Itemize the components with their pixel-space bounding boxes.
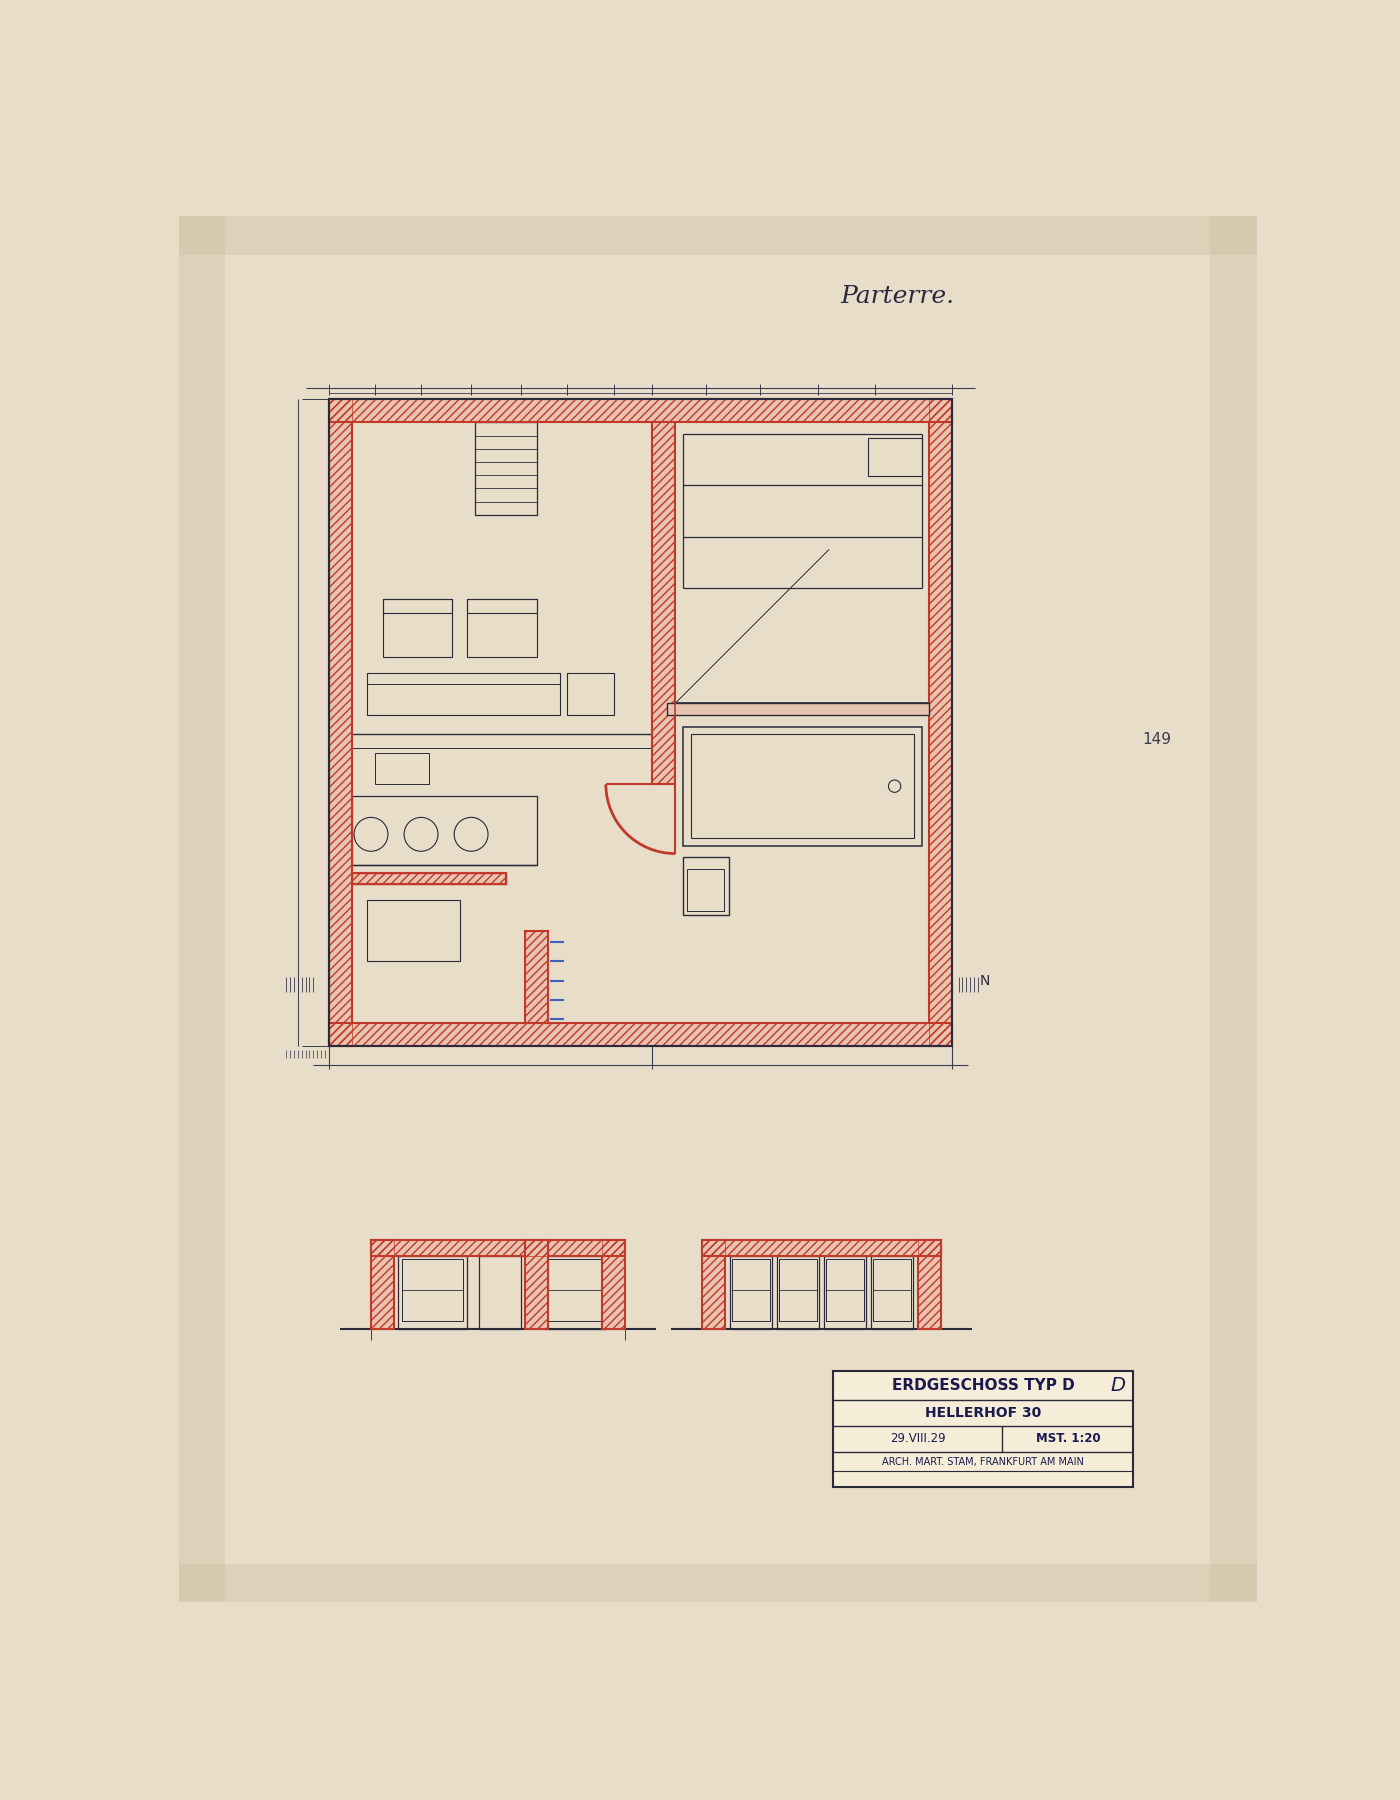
Bar [918,1240,941,1328]
Bar [468,599,536,657]
Bar [371,1240,395,1328]
Bar [329,1022,952,1046]
Bar [652,423,675,785]
Bar [525,931,549,1022]
Bar [525,1240,549,1328]
Text: Parterre.: Parterre. [840,286,955,308]
Bar [918,1240,941,1328]
Text: N: N [980,974,990,988]
Bar [777,1256,819,1328]
Bar [179,1564,1257,1602]
Bar [371,1240,395,1328]
Bar [729,1256,773,1328]
Bar [668,704,930,715]
Text: ARCH. MART. STAM, FRANKFURT AM MAIN: ARCH. MART. STAM, FRANKFURT AM MAIN [882,1456,1084,1467]
Text: HELLERHOF 30: HELLERHOF 30 [925,1406,1042,1420]
Bar [367,673,560,684]
Bar [545,1256,606,1328]
Bar [179,216,224,1602]
Text: D: D [1110,1377,1126,1395]
Bar [367,900,459,961]
Bar [479,1256,521,1328]
Bar [371,1240,624,1256]
Bar [329,400,351,1046]
Bar [475,423,536,515]
Bar [567,673,613,715]
Bar [602,1240,624,1328]
Bar [690,734,914,839]
Bar [402,1260,463,1321]
Bar [179,216,1257,254]
Bar [602,1240,624,1328]
Text: MST. 1:20: MST. 1:20 [1036,1433,1100,1445]
Bar [329,400,952,1046]
Bar [371,1240,624,1256]
Bar [468,599,536,614]
Bar [703,1240,725,1328]
Bar [778,1260,816,1321]
Bar [351,873,505,884]
Bar [652,423,675,785]
Bar [375,754,428,785]
Bar [687,869,724,911]
Bar [874,1260,911,1321]
Bar [351,796,536,866]
Bar [703,1240,941,1256]
Bar [868,437,921,477]
Bar [329,400,952,423]
Bar [351,873,505,884]
Text: 149: 149 [1142,733,1170,747]
Bar [930,400,952,1046]
Bar [549,1260,602,1321]
Bar [329,400,351,1046]
Text: 29.VIII.29: 29.VIII.29 [890,1433,945,1445]
Bar [329,400,952,423]
Bar [683,727,921,846]
Bar [871,1256,913,1328]
Bar [525,1240,549,1328]
Bar [826,1260,864,1321]
Bar [382,599,452,614]
Bar [930,400,952,1046]
Bar [329,1022,952,1046]
Bar [1210,216,1257,1602]
Bar [398,1256,468,1328]
Bar [732,1260,770,1321]
Bar [703,1240,725,1328]
Text: ERDGESCHOSS TYP D: ERDGESCHOSS TYP D [892,1379,1075,1393]
Bar [652,423,675,785]
Bar [351,873,505,884]
Bar [382,599,452,657]
Bar [683,857,729,914]
Bar [525,931,549,1022]
Bar [833,1372,1134,1487]
Bar [367,673,560,715]
Bar [823,1256,867,1328]
Bar [703,1240,941,1256]
Bar [525,931,549,1022]
